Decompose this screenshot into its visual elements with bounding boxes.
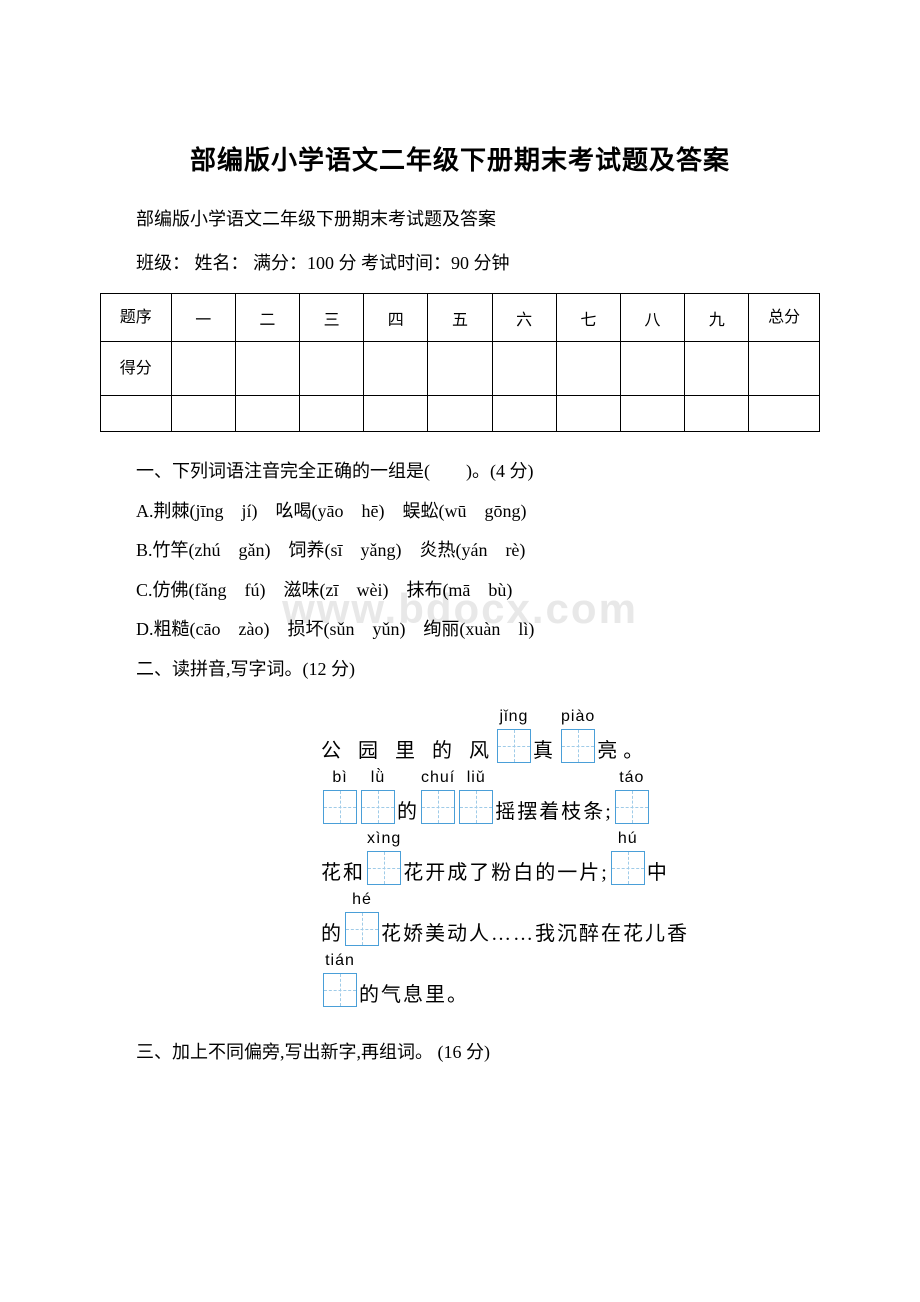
fig-line-5: tián 的气息里。 [321,952,689,1007]
pinyin-box: lǜ [361,769,395,824]
td-blank [685,396,749,432]
pinyin-box: jǐng [497,708,531,763]
td-blank [235,342,299,396]
tianzi-grid [497,729,531,763]
td-blank [171,342,235,396]
tianzi-grid [615,790,649,824]
td-blank [685,342,749,396]
text-segment: 真 [533,741,559,763]
pinyin-label: xìng [367,830,401,848]
td-blank [235,396,299,432]
td-blank [428,342,492,396]
text-segment: 花娇美动人……我沉醉在花儿香 [381,924,689,946]
text-segment: 中 [647,863,669,885]
q1-stem: 一、下列词语注音完全正确的一组是( )。(4 分) [100,452,820,492]
th-4: 四 [364,294,428,342]
td-blank [556,342,620,396]
q1-option-d: D.粗糙(cāo zào) 损坏(sǔn yǔn) 绚丽(xuàn lì) [100,610,820,650]
q1-option-c: C.仿佛(fǎng fú) 滋味(zī wèi) 抹布(mā bù) [100,571,820,611]
fig-line-3: 花和 xìng 花开成了粉白的一片; hú 中 [321,830,689,885]
td-blank [492,396,556,432]
pinyin-box: bì [323,769,357,824]
td-blank [620,342,684,396]
pinyin-label: hé [352,891,372,909]
q2-stem: 二、读拼音,写字词。(12 分) [100,650,820,690]
td-blank [749,342,820,396]
th-total: 总分 [749,294,820,342]
pinyin-label: piào [561,708,595,726]
td-blank [620,396,684,432]
pinyin-label: tián [325,952,355,970]
tianzi-grid [345,912,379,946]
text-segment: 公 园 里 的 风 [321,741,495,763]
fig-line-4: 的 hé 花娇美动人……我沉醉在花儿香 [321,891,689,946]
q1-option-b: B.竹竿(zhú gǎn) 饲养(sī yǎng) 炎热(yán rè) [100,531,820,571]
tianzi-grid [611,851,645,885]
pinyin-label: bì [332,769,347,787]
th-2: 二 [235,294,299,342]
pinyin-label: liǔ [467,769,486,787]
fig-line-1: 公 园 里 的 风 jǐng 真 piào 亮。 [321,708,689,763]
pinyin-box: hé [345,891,379,946]
td-blank [299,342,363,396]
pinyin-box: liǔ [459,769,493,824]
td-blank [492,342,556,396]
th-8: 八 [620,294,684,342]
tianzi-grid [459,790,493,824]
pinyin-box: chuí [421,769,455,824]
text-segment: 花和 [321,863,365,885]
text-segment: 的 [397,802,419,824]
pinyin-label: lǜ [371,769,385,787]
th-9: 九 [685,294,749,342]
page-title: 部编版小学语文二年级下册期末考试题及答案 [100,140,820,177]
pinyin-label: táo [619,769,644,787]
pinyin-label: chuí [421,769,455,787]
pinyin-box: tián [323,952,357,1007]
td-blank [749,396,820,432]
exam-meta: 班级： 姓名： 满分：100 分 考试时间：90 分钟 [100,249,820,275]
pinyin-box: táo [615,769,649,824]
th-seq: 题序 [101,294,172,342]
th-3: 三 [299,294,363,342]
td-blank [171,396,235,432]
td-blank [101,396,172,432]
text-segment: 的气息里。 [359,985,469,1007]
td-blank [556,396,620,432]
table-row: 得分 [101,342,820,396]
tianzi-grid [367,851,401,885]
pinyin-label: jǐng [500,708,529,726]
pinyin-box: xìng [367,830,401,885]
subtitle: 部编版小学语文二年级下册期末考试题及答案 [100,205,820,231]
tianzi-grid [561,729,595,763]
q1-option-a: A.荆棘(jīng jí) 吆喝(yāo hē) 蜈蚣(wū gōng) [100,492,820,532]
td-blank [299,396,363,432]
score-table: 题序 一 二 三 四 五 六 七 八 九 总分 得分 [100,293,820,432]
tianzi-grid [323,790,357,824]
td-blank [428,396,492,432]
tianzi-grid [421,790,455,824]
td-score-label: 得分 [101,342,172,396]
th-6: 六 [492,294,556,342]
page-content: 部编版小学语文二年级下册期末考试题及答案 部编版小学语文二年级下册期末考试题及答… [100,140,820,1072]
th-7: 七 [556,294,620,342]
text-segment: 亮。 [597,741,649,763]
pinyin-box: piào [561,708,595,763]
tianzi-grid [361,790,395,824]
figure-wrap: 公 园 里 的 风 jǐng 真 piào 亮。 bì lǜ [231,702,689,1013]
q2-figure: 公 园 里 的 风 jǐng 真 piào 亮。 bì lǜ [100,702,820,1013]
text-segment: 花开成了粉白的一片; [403,863,609,885]
text-segment: 的 [321,924,343,946]
text-segment: 摇摆着枝条; [495,802,613,824]
pinyin-box: hú [611,830,645,885]
th-1: 一 [171,294,235,342]
td-blank [364,342,428,396]
th-5: 五 [428,294,492,342]
q3-stem: 三、加上不同偏旁,写出新字,再组词。 (16 分) [100,1033,820,1073]
td-blank [364,396,428,432]
table-row [101,396,820,432]
pinyin-label: hú [618,830,638,848]
table-row: 题序 一 二 三 四 五 六 七 八 九 总分 [101,294,820,342]
fig-line-2: bì lǜ 的 chuí liǔ 摇摆着枝条; táo [321,769,689,824]
tianzi-grid [323,973,357,1007]
